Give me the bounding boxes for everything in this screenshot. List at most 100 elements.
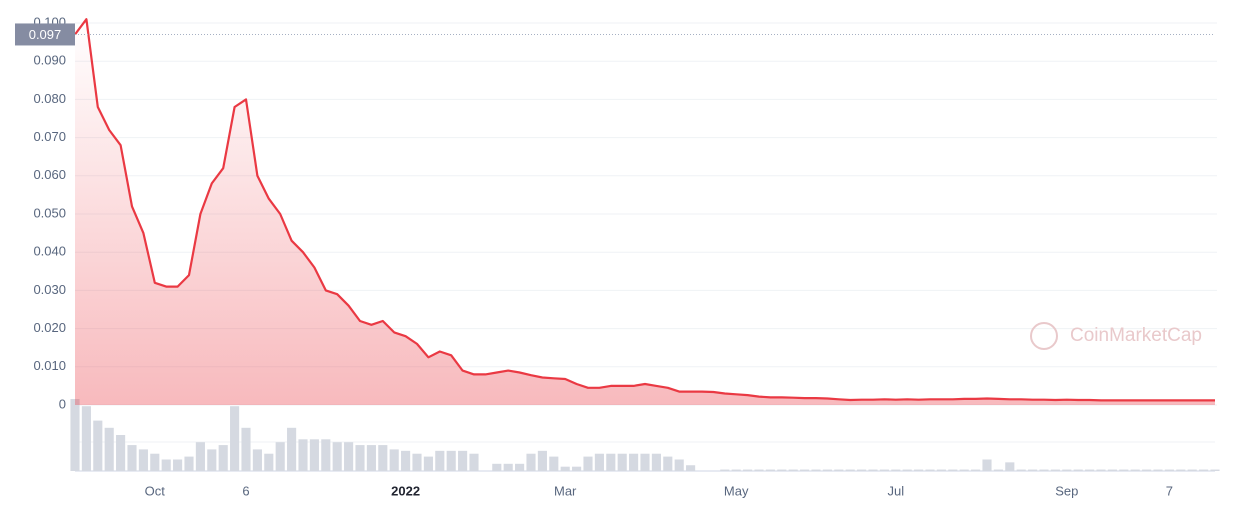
- volume-bar: [594, 453, 604, 471]
- volume-bar: [161, 459, 171, 471]
- volume-bar: [355, 445, 365, 471]
- volume-bar: [1199, 469, 1209, 471]
- volume-bar: [936, 469, 946, 471]
- volume-bar: [788, 469, 798, 471]
- volume-bar: [993, 469, 1003, 471]
- volume-bar: [1210, 469, 1220, 471]
- volume-bar: [241, 427, 251, 471]
- volume-bar: [606, 453, 616, 471]
- volume-bar: [777, 469, 787, 471]
- watermark: CoinMarketCap: [1070, 325, 1202, 346]
- volume-bar: [366, 445, 376, 471]
- x-tick-label: 7: [1166, 483, 1173, 498]
- volume-bar: [173, 459, 183, 471]
- volume-bar: [560, 466, 570, 471]
- y-tick-label: 0.010: [33, 358, 66, 373]
- x-tick-label: May: [724, 483, 749, 498]
- volume-bar: [321, 439, 331, 471]
- volume-bar: [378, 445, 388, 471]
- volume-bar: [469, 453, 479, 471]
- price-marker-tag: [15, 23, 75, 46]
- price-area: [75, 19, 1215, 405]
- volume-bar: [116, 435, 126, 471]
- y-tick-label: 0.050: [33, 205, 66, 220]
- volume-bar: [412, 453, 422, 471]
- volume-bar: [731, 469, 741, 471]
- x-tick-label: Oct: [145, 483, 166, 498]
- volume-bar: [640, 453, 650, 471]
- volume-bar: [93, 420, 103, 471]
- volume-bar: [1142, 469, 1152, 471]
- volume-bar: [663, 456, 673, 471]
- volume-bar: [914, 469, 924, 471]
- volume-bar: [252, 449, 262, 471]
- volume-bar: [526, 453, 536, 471]
- volume-bar: [218, 445, 228, 471]
- volume-bar: [389, 449, 399, 471]
- volume-bar: [1130, 469, 1140, 471]
- volume-bar: [104, 427, 114, 471]
- volume-bar: [446, 450, 456, 471]
- volume-bar: [617, 453, 627, 471]
- volume-bar: [127, 445, 137, 471]
- volume-bar: [549, 456, 559, 471]
- volume-bar: [195, 442, 205, 471]
- volume-bar: [1107, 469, 1117, 471]
- x-tick-label: 2022: [391, 483, 420, 498]
- volume-bar: [1039, 469, 1049, 471]
- volume-bar: [948, 469, 958, 471]
- volume-bar: [537, 450, 547, 471]
- volume-bar: [800, 469, 810, 471]
- volume-bar: [902, 469, 912, 471]
- volume-bar: [868, 469, 878, 471]
- volume-bar: [1096, 469, 1106, 471]
- volume-bar: [230, 406, 240, 471]
- volume-bar: [572, 466, 582, 471]
- volume-bar: [651, 453, 661, 471]
- price-marker-label: 0.097: [29, 27, 62, 42]
- volume-bar: [1085, 469, 1095, 471]
- x-tick-label: Jul: [887, 483, 904, 498]
- volume-bar: [822, 469, 832, 471]
- volume-bar: [275, 442, 285, 471]
- volume-bar: [344, 442, 354, 471]
- volume-bar: [435, 450, 445, 471]
- y-tick-label: 0.030: [33, 282, 66, 297]
- y-tick-label: 0.040: [33, 244, 66, 259]
- volume-bar: [458, 450, 468, 471]
- y-tick-label: 0.090: [33, 53, 66, 68]
- volume-bar: [207, 449, 217, 471]
- price-line: [74, 18, 1215, 402]
- volume-bar: [287, 427, 297, 471]
- volume-bar: [1050, 469, 1060, 471]
- volume-bar: [1187, 469, 1197, 471]
- volume-bar: [298, 439, 308, 471]
- y-tick-label: 0.020: [33, 320, 66, 335]
- y-tick-label: 0.080: [33, 91, 66, 106]
- volume-bar: [765, 469, 775, 471]
- volume-bar: [401, 450, 411, 471]
- volume-bar: [264, 453, 274, 471]
- volume-bar: [857, 469, 867, 471]
- volume-bar: [686, 465, 696, 471]
- volume-bar: [515, 463, 525, 471]
- y-tick-label: 0.070: [33, 129, 66, 144]
- volume-bar: [925, 469, 935, 471]
- x-tick-label: Sep: [1055, 483, 1078, 498]
- volume-bar: [834, 469, 844, 471]
- volume-bar: [674, 459, 684, 471]
- volume-bar: [1153, 469, 1163, 471]
- volume-bar: [879, 469, 889, 471]
- volume-bar: [332, 442, 342, 471]
- volume-bar: [1028, 469, 1038, 471]
- volume-bar: [845, 469, 855, 471]
- volume-bar: [184, 456, 194, 471]
- volume-bar: [423, 456, 433, 471]
- volume-bar: [138, 449, 148, 471]
- volume-bar: [811, 469, 821, 471]
- volume-bar: [1119, 469, 1129, 471]
- volume-bar: [492, 463, 502, 471]
- volume-bar: [150, 453, 160, 471]
